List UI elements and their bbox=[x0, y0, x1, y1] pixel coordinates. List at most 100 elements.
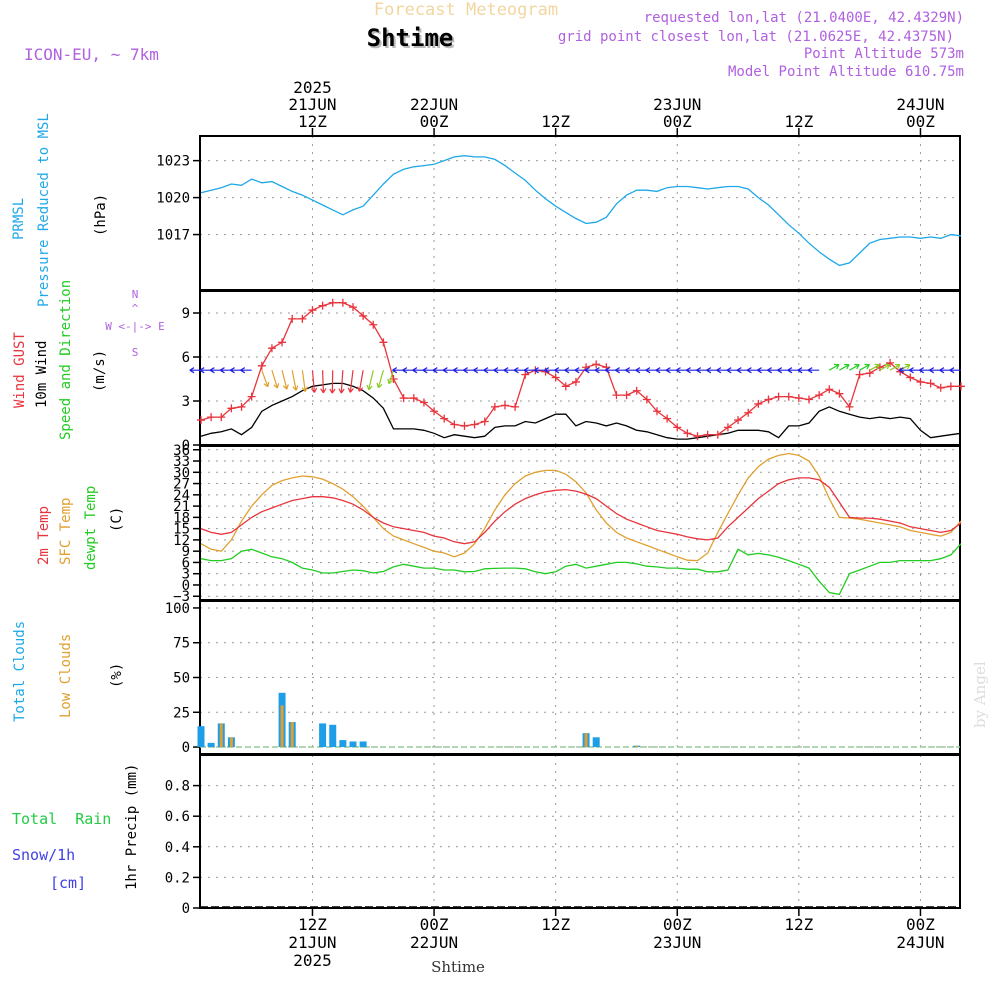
gust-marker bbox=[693, 432, 702, 441]
wind-direction-arrow bbox=[939, 367, 951, 374]
wind-direction-arrow bbox=[645, 367, 657, 374]
wind-direction-arrow bbox=[281, 370, 289, 390]
gust-marker bbox=[632, 386, 641, 395]
wind-direction-arrow bbox=[675, 367, 688, 374]
bottom-time-label: 21JUN bbox=[288, 933, 336, 952]
wind-direction-arrow bbox=[402, 367, 414, 374]
gust-marker bbox=[541, 367, 550, 376]
wind-direction-arrow bbox=[746, 367, 759, 374]
cloud-labels: Total Clouds Low Clouds (%) bbox=[12, 621, 125, 722]
gust-marker bbox=[815, 391, 824, 400]
ytick-label: 9 bbox=[182, 544, 190, 560]
top-time-label: 12Z bbox=[541, 112, 570, 131]
requested-location: requested lon,lat (21.0400E, 42.4329N) bbox=[644, 10, 964, 26]
wind-direction-arrow bbox=[422, 367, 435, 374]
wind-direction-arrow bbox=[777, 367, 789, 374]
ytick-label: 3 bbox=[182, 567, 190, 583]
wind-direction-arrow bbox=[261, 369, 270, 388]
wind-direction-arrow bbox=[347, 370, 354, 393]
wind-direction-arrow bbox=[366, 370, 374, 391]
wind-direction-arrow bbox=[329, 370, 336, 394]
sfc-temp-line bbox=[200, 452, 962, 562]
ytick-label: 30 bbox=[173, 465, 190, 481]
gust-marker bbox=[288, 314, 297, 323]
model-label: ICON-EU, ~ 7km bbox=[24, 45, 159, 64]
compass-we: W <-|-> E bbox=[105, 320, 165, 333]
gust-marker bbox=[369, 320, 378, 329]
wind-direction-arrow bbox=[736, 367, 749, 374]
compass-n: N bbox=[132, 288, 139, 301]
gust-marker bbox=[622, 391, 631, 400]
ytick-label: 27 bbox=[173, 477, 190, 493]
total-clouds-label: Total Clouds bbox=[12, 621, 28, 722]
plot-area: 1017102010230369−30369121518212427303336… bbox=[156, 78, 965, 970]
snow-label: Snow/1h bbox=[12, 846, 75, 864]
gust-marker bbox=[936, 383, 945, 392]
wind-direction-arrow bbox=[655, 367, 668, 374]
wind-direction-arrow bbox=[787, 367, 799, 374]
panel-5: 0 0.2 0.4 0.6 0.8 bbox=[165, 754, 961, 917]
prmsl-desc-label: Pressure Reduced to MSL bbox=[36, 113, 52, 307]
wind-line bbox=[200, 382, 962, 440]
gust-marker bbox=[794, 394, 803, 403]
wind-direction-arrow bbox=[797, 367, 809, 374]
top-time-label: 23JUN bbox=[653, 95, 701, 114]
gust-marker bbox=[784, 392, 793, 401]
location-shadow: Shtime bbox=[369, 26, 456, 54]
gust-marker bbox=[835, 389, 844, 398]
bottom-time-label: 00Z bbox=[906, 915, 935, 934]
wind-direction-arrow bbox=[291, 370, 299, 391]
low-clouds-label: Low Clouds bbox=[58, 634, 74, 718]
gust-marker bbox=[470, 420, 479, 429]
wind-direction-arrow bbox=[929, 367, 941, 374]
gust-marker bbox=[227, 404, 236, 413]
wind-direction-arrow bbox=[392, 367, 404, 374]
gust-marker bbox=[237, 402, 246, 411]
gust-marker bbox=[855, 370, 864, 379]
gust-marker bbox=[946, 382, 955, 391]
gust-marker bbox=[338, 298, 347, 307]
ytick-label: 12 bbox=[173, 533, 190, 549]
bottom-time-label: 12Z bbox=[784, 915, 813, 934]
wind-direction-arrow bbox=[899, 363, 911, 371]
wind-direction-arrow bbox=[807, 367, 820, 374]
low-cloud-bar bbox=[584, 733, 588, 748]
wind-direction-arrow bbox=[544, 367, 556, 374]
ytick-label: 15 bbox=[173, 522, 190, 538]
gust-marker bbox=[267, 344, 276, 353]
panel-frame bbox=[199, 445, 961, 601]
ytick-label: 0.8 bbox=[165, 779, 190, 795]
gust-marker bbox=[703, 430, 712, 439]
wind-direction-arrow bbox=[338, 370, 345, 394]
gust-marker bbox=[845, 402, 854, 411]
prmsl-label: PRMSL bbox=[11, 198, 27, 240]
wind-direction-arrow bbox=[554, 367, 566, 374]
ytick-label: 0.6 bbox=[165, 809, 190, 825]
gust-marker bbox=[825, 385, 834, 394]
wind-direction-arrow bbox=[311, 370, 318, 393]
wind-direction-arrow bbox=[189, 367, 201, 374]
wind-direction-arrow bbox=[493, 367, 505, 374]
gust-marker bbox=[480, 417, 489, 426]
top-time-label: 00Z bbox=[663, 112, 692, 131]
wind-direction-arrow bbox=[442, 367, 455, 374]
ytick-label: 0 bbox=[182, 740, 190, 756]
wind-direction-arrow bbox=[849, 363, 860, 371]
top-time-label: 2025 bbox=[293, 78, 332, 97]
wind-direction-arrow bbox=[767, 367, 779, 374]
gust-marker bbox=[490, 402, 499, 411]
low-cloud-bar bbox=[635, 745, 639, 748]
wind-direction-arrow bbox=[209, 367, 222, 374]
ytick-label: −3 bbox=[173, 589, 190, 605]
gust-marker bbox=[916, 377, 925, 386]
ytick-label: 18 bbox=[173, 510, 190, 526]
gridpoint-location: grid point closest lon,lat (21.0625E, 42… bbox=[558, 29, 954, 45]
compass-s: S bbox=[132, 346, 139, 359]
total-cloud-bar bbox=[339, 740, 347, 748]
total-cloud-bar bbox=[359, 741, 367, 748]
top-time-label: 00Z bbox=[420, 112, 449, 131]
ytick-label: 33 bbox=[173, 454, 190, 470]
bottom-time-label: 23JUN bbox=[653, 933, 701, 952]
gust-marker bbox=[926, 379, 935, 388]
